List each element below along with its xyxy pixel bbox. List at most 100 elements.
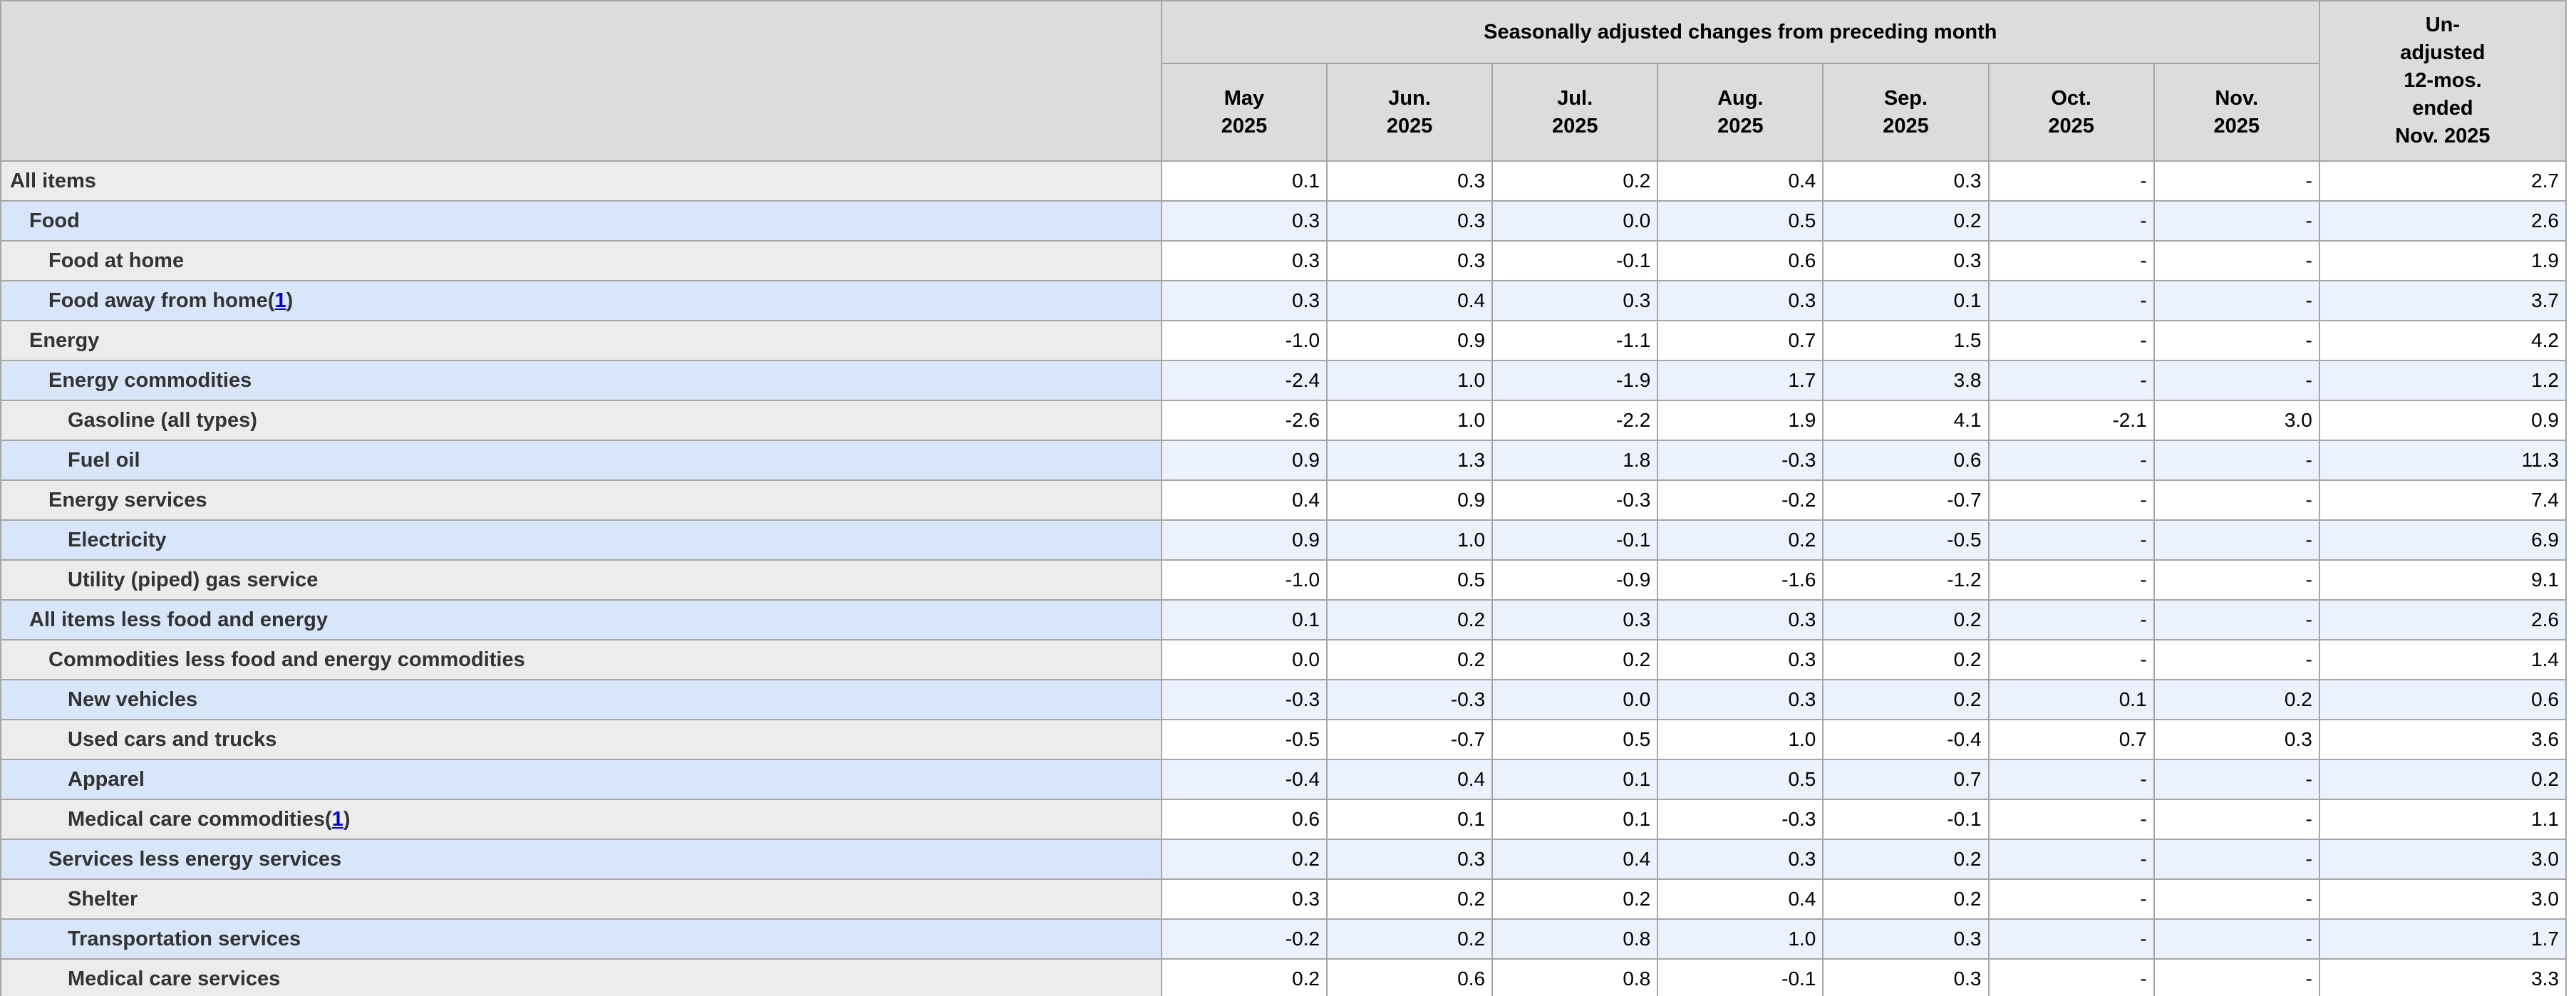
value-cell: -1.2 [1822,559,1990,601]
month-column-header-jun: Jun. 2025 [1326,63,1494,162]
table-row: All items less food and energy 0.1 0.2 0.3 0… [0,599,2567,640]
table-row: Services less energy services 0.2 0.3 0.4 0.… [0,839,2567,880]
value-cell: - [1987,280,2155,321]
value-cell: 0.3 [1326,200,1494,242]
header-row-months: May 2025 Jun. 2025 Jul. 2025 Aug. 2025 S… [1,63,2566,162]
row-label: Used cars and trucks [0,719,1162,760]
value-cell: - [2153,759,2320,800]
value-cell: 0.2 [1326,599,1494,640]
value-cell: - [2153,878,2320,920]
value-cell: 0.3 [1657,639,1824,680]
row-label: Transportation services [0,918,1162,960]
value-cell: 0.6 [1657,240,1824,281]
row-label: Utility (piped) gas service [0,559,1162,601]
value-cell: - [2153,360,2320,401]
value-cell: 3.7 [2318,280,2567,321]
row-label-text: Transportation services [68,927,301,950]
row-label: All items less food and energy [0,599,1162,640]
month-column-header-aug: Aug. 2025 [1657,63,1824,162]
row-label: Food at home [0,240,1162,281]
row-label-column-header [0,0,1162,162]
value-cell: 0.9 [1160,519,1328,561]
value-cell: - [1987,839,2155,880]
row-label: New vehicles [0,679,1162,720]
value-cell: 0.2 [1822,839,1990,880]
table-row: Gasoline (all types) -2.6 1.0 -2.2 1.9 4.1 -2.… [0,400,2567,441]
table-body: All items 0.1 0.3 0.2 0.4 0.3- -2.7 Food 0.3 0.3 0… [0,160,2567,996]
value-cell: 3.3 [2318,958,2567,996]
value-cell: 1.0 [1326,360,1494,401]
group-header: Seasonally adjusted changes from precedi… [1160,0,2320,64]
row-label: Commodities less food and energy commodi… [0,639,1162,680]
table-row: Food 0.3 0.3 0.0 0.5 0.2- -2.6 [0,200,2567,242]
value-cell: 1.7 [1657,360,1824,401]
table-row: Food at home 0.3 0.3 -0.1 0.6 0.3- -1.9 [0,240,2567,281]
table-row: Apparel -0.4 0.4 0.1 0.5 0.7- -0.2 [0,759,2567,800]
value-cell: 0.9 [1326,479,1494,521]
value-cell: 4.2 [2318,320,2567,361]
value-cell: - [2153,599,2320,640]
value-cell: 0.4 [1326,280,1494,321]
value-cell: -0.1 [1491,519,1659,561]
value-cell: 0.1 [1987,679,2155,720]
row-label: Electricity [0,519,1162,561]
value-cell: 0.2 [1822,200,1990,242]
row-label-text: Food at home [48,249,185,272]
month-column-header-may: May 2025 [1160,63,1328,162]
value-cell: - [2153,320,2320,361]
value-cell: 0.1 [1326,799,1494,840]
unadjusted-header-line: 12-mos. [2404,69,2482,92]
value-cell: 1.0 [1657,719,1824,760]
row-label-text: Fuel oil [68,448,140,472]
value-cell: 2.6 [2318,599,2567,640]
value-cell: 3.8 [1822,360,1990,401]
value-cell: -0.5 [1160,719,1328,760]
row-label: Energy [0,320,1162,361]
table-row: Electricity 0.9 1.0 -0.1 0.2 -0.5- -6.9 [0,519,2567,561]
value-cell: 2.7 [2318,160,2567,202]
value-cell: 0.6 [1822,440,1990,481]
row-label: Energy services [0,479,1162,521]
value-cell: 0.3 [1657,679,1824,720]
table-row: Medical care services 0.2 0.6 0.8 -0.1 0.3- -3… [0,958,2567,996]
row-label-text: Energy commodities [48,368,252,392]
value-cell: -0.2 [1160,918,1328,960]
value-cell: 1.2 [2318,360,2567,401]
row-label-text: Food [29,209,80,232]
unadjusted-header-line: adjusted [2400,41,2486,64]
value-cell: -2.4 [1160,360,1328,401]
value-cell: - [1987,878,2155,920]
value-cell: 6.9 [2318,519,2567,561]
row-label-text: Medical care services [68,967,281,990]
value-cell: -1.6 [1657,559,1824,601]
row-label: Apparel [0,759,1162,800]
value-cell: 0.8 [1491,918,1659,960]
value-cell: -0.2 [1657,479,1824,521]
value-cell: 0.0 [1160,639,1328,680]
value-cell: 0.3 [1160,878,1328,920]
value-cell: 3.0 [2318,839,2567,880]
value-cell: - [1987,799,2155,840]
value-cell: -0.4 [1822,719,1990,760]
value-cell: 1.9 [2318,240,2567,281]
footnote-link[interactable]: 1 [331,807,343,831]
value-cell: 0.3 [1491,599,1659,640]
value-cell: 0.3 [1822,160,1990,202]
month-column-header-nov: Nov. 2025 [2153,63,2320,162]
unadjusted-header-line: Un- [2425,14,2461,36]
value-cell: -1.0 [1160,320,1328,361]
value-cell: -0.3 [1491,479,1659,521]
value-cell: 0.6 [1160,799,1328,840]
value-cell: - [1987,360,2155,401]
value-cell: 0.2 [2318,759,2567,800]
value-cell: - [2153,839,2320,880]
value-cell: - [1987,200,2155,242]
value-cell: - [1987,519,2155,561]
footnote-link[interactable]: 1 [274,289,286,312]
table-header: Seasonally adjusted changes from precedi… [0,0,2567,162]
value-cell: -0.4 [1160,759,1328,800]
value-cell: -1.0 [1160,559,1328,601]
row-label: All items [0,160,1162,202]
value-cell: 0.2 [1491,160,1659,202]
